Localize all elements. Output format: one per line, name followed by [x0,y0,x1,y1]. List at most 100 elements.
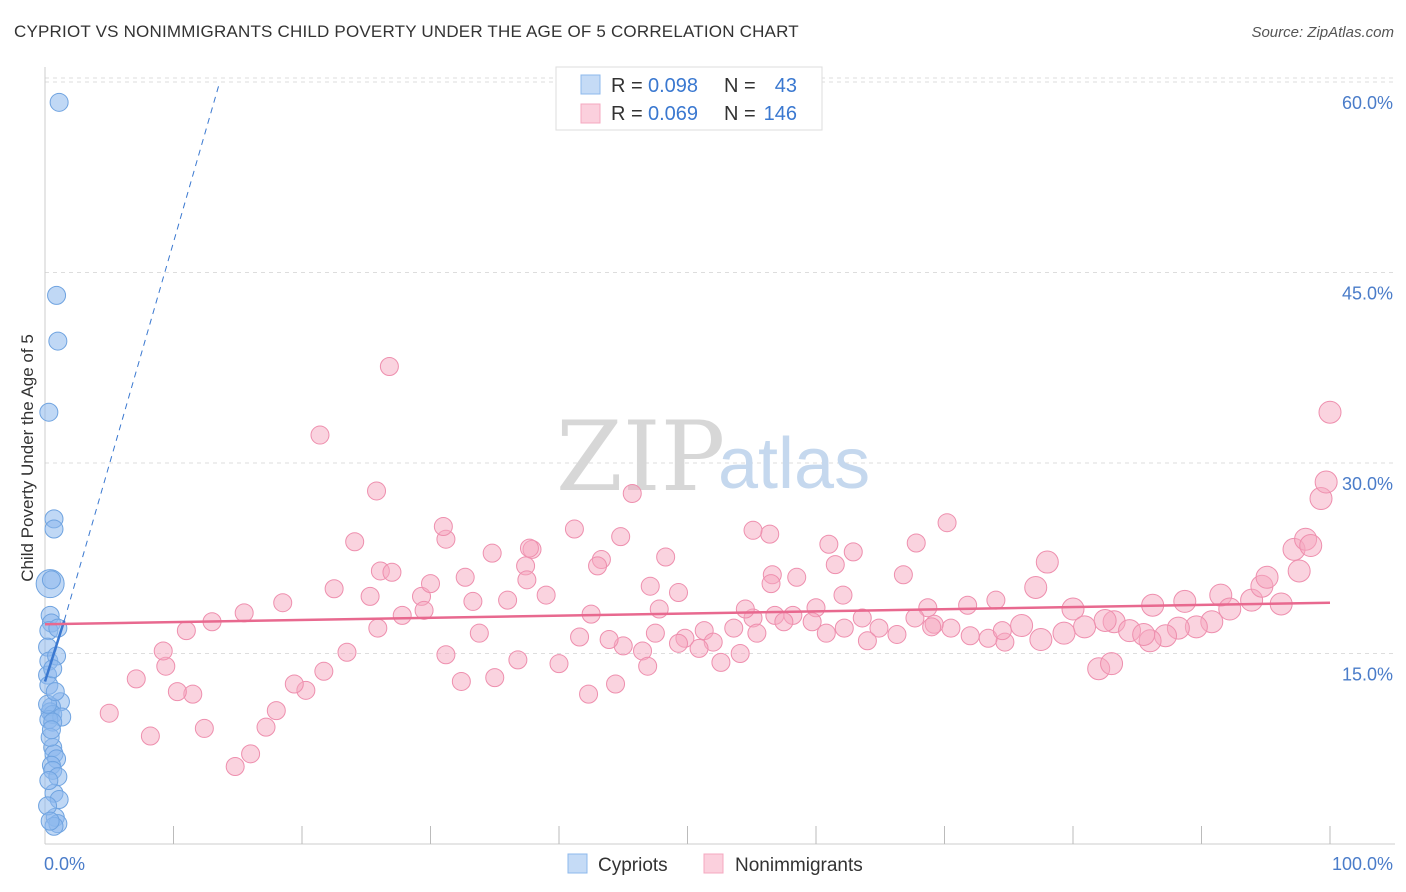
nonimmigrants-point-129 [455,567,475,587]
cypriots-trend-extension [63,81,221,621]
nonimmigrants-point-26 [519,538,539,558]
nonimmigrants-point-136 [825,555,845,575]
nonimmigrants-point-46 [1173,589,1197,613]
nonimmigrants-point-5 [564,519,584,539]
x-tick-label-max: 100.0% [1332,854,1393,874]
nonimmigrants-point-116 [167,682,187,702]
nonimmigrants-point-96 [638,656,658,676]
nonimmigrants-point-2 [367,481,387,501]
nonimmigrants-point-80 [834,618,854,638]
cypriots-point-1 [47,285,67,305]
nonimmigrants-point-7 [760,524,780,544]
x-tick-label-min: 0.0% [44,854,85,874]
nonimmigrants-point-128 [421,574,440,594]
nonimmigrants-point-126 [324,579,344,599]
nonimmigrants-point-121 [140,726,160,746]
nonimmigrants-point-88 [689,638,709,658]
nonimmigrants-point-103 [414,600,434,620]
nonimmigrants-point-27 [743,520,763,540]
nonimmigrants-point-99 [485,668,505,688]
nonimmigrants-point-21 [463,591,483,611]
nonimmigrants-point-77 [887,624,907,644]
nonimmigrants-point-139 [1100,652,1124,676]
nonimmigrants-point-58 [1299,534,1323,558]
nonimmigrants-point-52 [1255,565,1279,589]
nonimmigrants-point-104 [392,605,412,625]
watermark-atlas: atlas [718,424,870,504]
bottom-legend: Cypriots Nonimmigrants [567,853,863,876]
nonimmigrants-point-93 [570,627,590,647]
legend-swatch-nonimmigrants [580,103,601,124]
nonimmigrants-point-92 [599,630,619,650]
legend-n-value-0: 43 [775,75,797,97]
nonimmigrants-point-23 [360,586,380,606]
y-tick-label-0: 15.0% [1342,665,1393,685]
source-label: Source: ZipAtlas.com [1251,24,1394,41]
nonimmigrants-point-81 [816,623,836,643]
nonimmigrants-point-114 [194,718,214,738]
nonimmigrants-point-143 [774,612,794,632]
nonimmigrants-point-98 [508,650,528,670]
nonimmigrants-point-78 [869,618,889,638]
nonimmigrants-point-120 [126,669,146,689]
nonimmigrants-point-85 [747,623,767,643]
nonimmigrants-point-130 [482,543,502,563]
nonimmigrants-point-56 [1318,400,1342,424]
nonimmigrants-point-101 [451,671,471,691]
cypriots-point-36 [39,771,59,790]
nonimmigrants-point-89 [669,633,689,653]
nonimmigrants-point-43 [1061,597,1085,621]
nonimmigrants-point-137 [922,617,942,637]
nonimmigrants-point-97 [549,654,569,674]
grid-lines [45,77,1395,654]
nonimmigrants-point-0 [379,356,399,376]
chart-title: CYPRIOT VS NONIMMIGRANTS CHILD POVERTY U… [14,22,799,41]
nonimmigrants-point-109 [284,674,304,694]
nonimmigrants-point-82 [802,612,822,632]
nonimmigrants-point-35 [645,623,665,643]
nonimmigrants-point-95 [606,674,626,694]
nonimmigrants-point-107 [314,661,334,681]
nonimmigrants-point-20 [498,590,518,610]
nonimmigrants-point-74 [941,618,961,638]
nonimmigrants-point-131 [536,585,556,605]
nonimmigrants-trend-line [44,601,1331,626]
nonimmigrants-point-122 [176,621,196,641]
nonimmigrants-point-67 [1073,615,1097,639]
nonimmigrants-point-16 [640,576,660,596]
nonimmigrants-point-66 [1093,608,1117,632]
nonimmigrants-point-57 [1314,470,1338,494]
nonimmigrants-point-124 [234,603,254,623]
legend-n-label-1: N = [724,103,756,125]
legend-r-value-1: 0.069 [648,103,698,125]
nonimmigrants-point-100 [469,623,489,643]
bottom-legend-cypriots: Cypriots [598,855,668,876]
nonimmigrants-point-3 [622,483,642,503]
nonimmigrants-point-29 [893,565,913,585]
legend-n-label-0: N = [724,75,756,97]
nonimmigrants-point-105 [368,618,388,638]
bottom-legend-nonimmigrants: Nonimmigrants [735,855,863,876]
nonimmigrants-points [99,356,1342,777]
nonimmigrants-point-10 [1035,550,1059,574]
cypriots-point-2 [48,331,68,351]
legend-r-label-0: R = [611,75,643,97]
nonimmigrants-point-24 [433,517,453,536]
nonimmigrants-point-69 [1029,628,1053,652]
nonimmigrants-point-32 [735,599,755,619]
nonimmigrants-point-28 [843,542,863,562]
nonimmigrants-point-6 [611,527,631,547]
nonimmigrants-point-68 [1052,621,1076,645]
nonimmigrants-point-76 [905,608,925,628]
nonimmigrants-point-33 [724,618,744,638]
nonimmigrants-point-19 [649,599,669,619]
legend-swatch-cypriots [580,74,601,95]
nonimmigrants-point-8 [906,533,926,553]
nonimmigrants-point-141 [992,621,1012,641]
bottom-legend-swatch-cypriots [567,853,588,874]
nonimmigrants-point-70 [1010,614,1034,638]
nonimmigrants-point-140 [1132,622,1156,646]
nonimmigrants-point-111 [256,717,276,737]
nonimmigrants-point-113 [225,757,245,777]
nonimmigrants-point-30 [833,585,853,605]
